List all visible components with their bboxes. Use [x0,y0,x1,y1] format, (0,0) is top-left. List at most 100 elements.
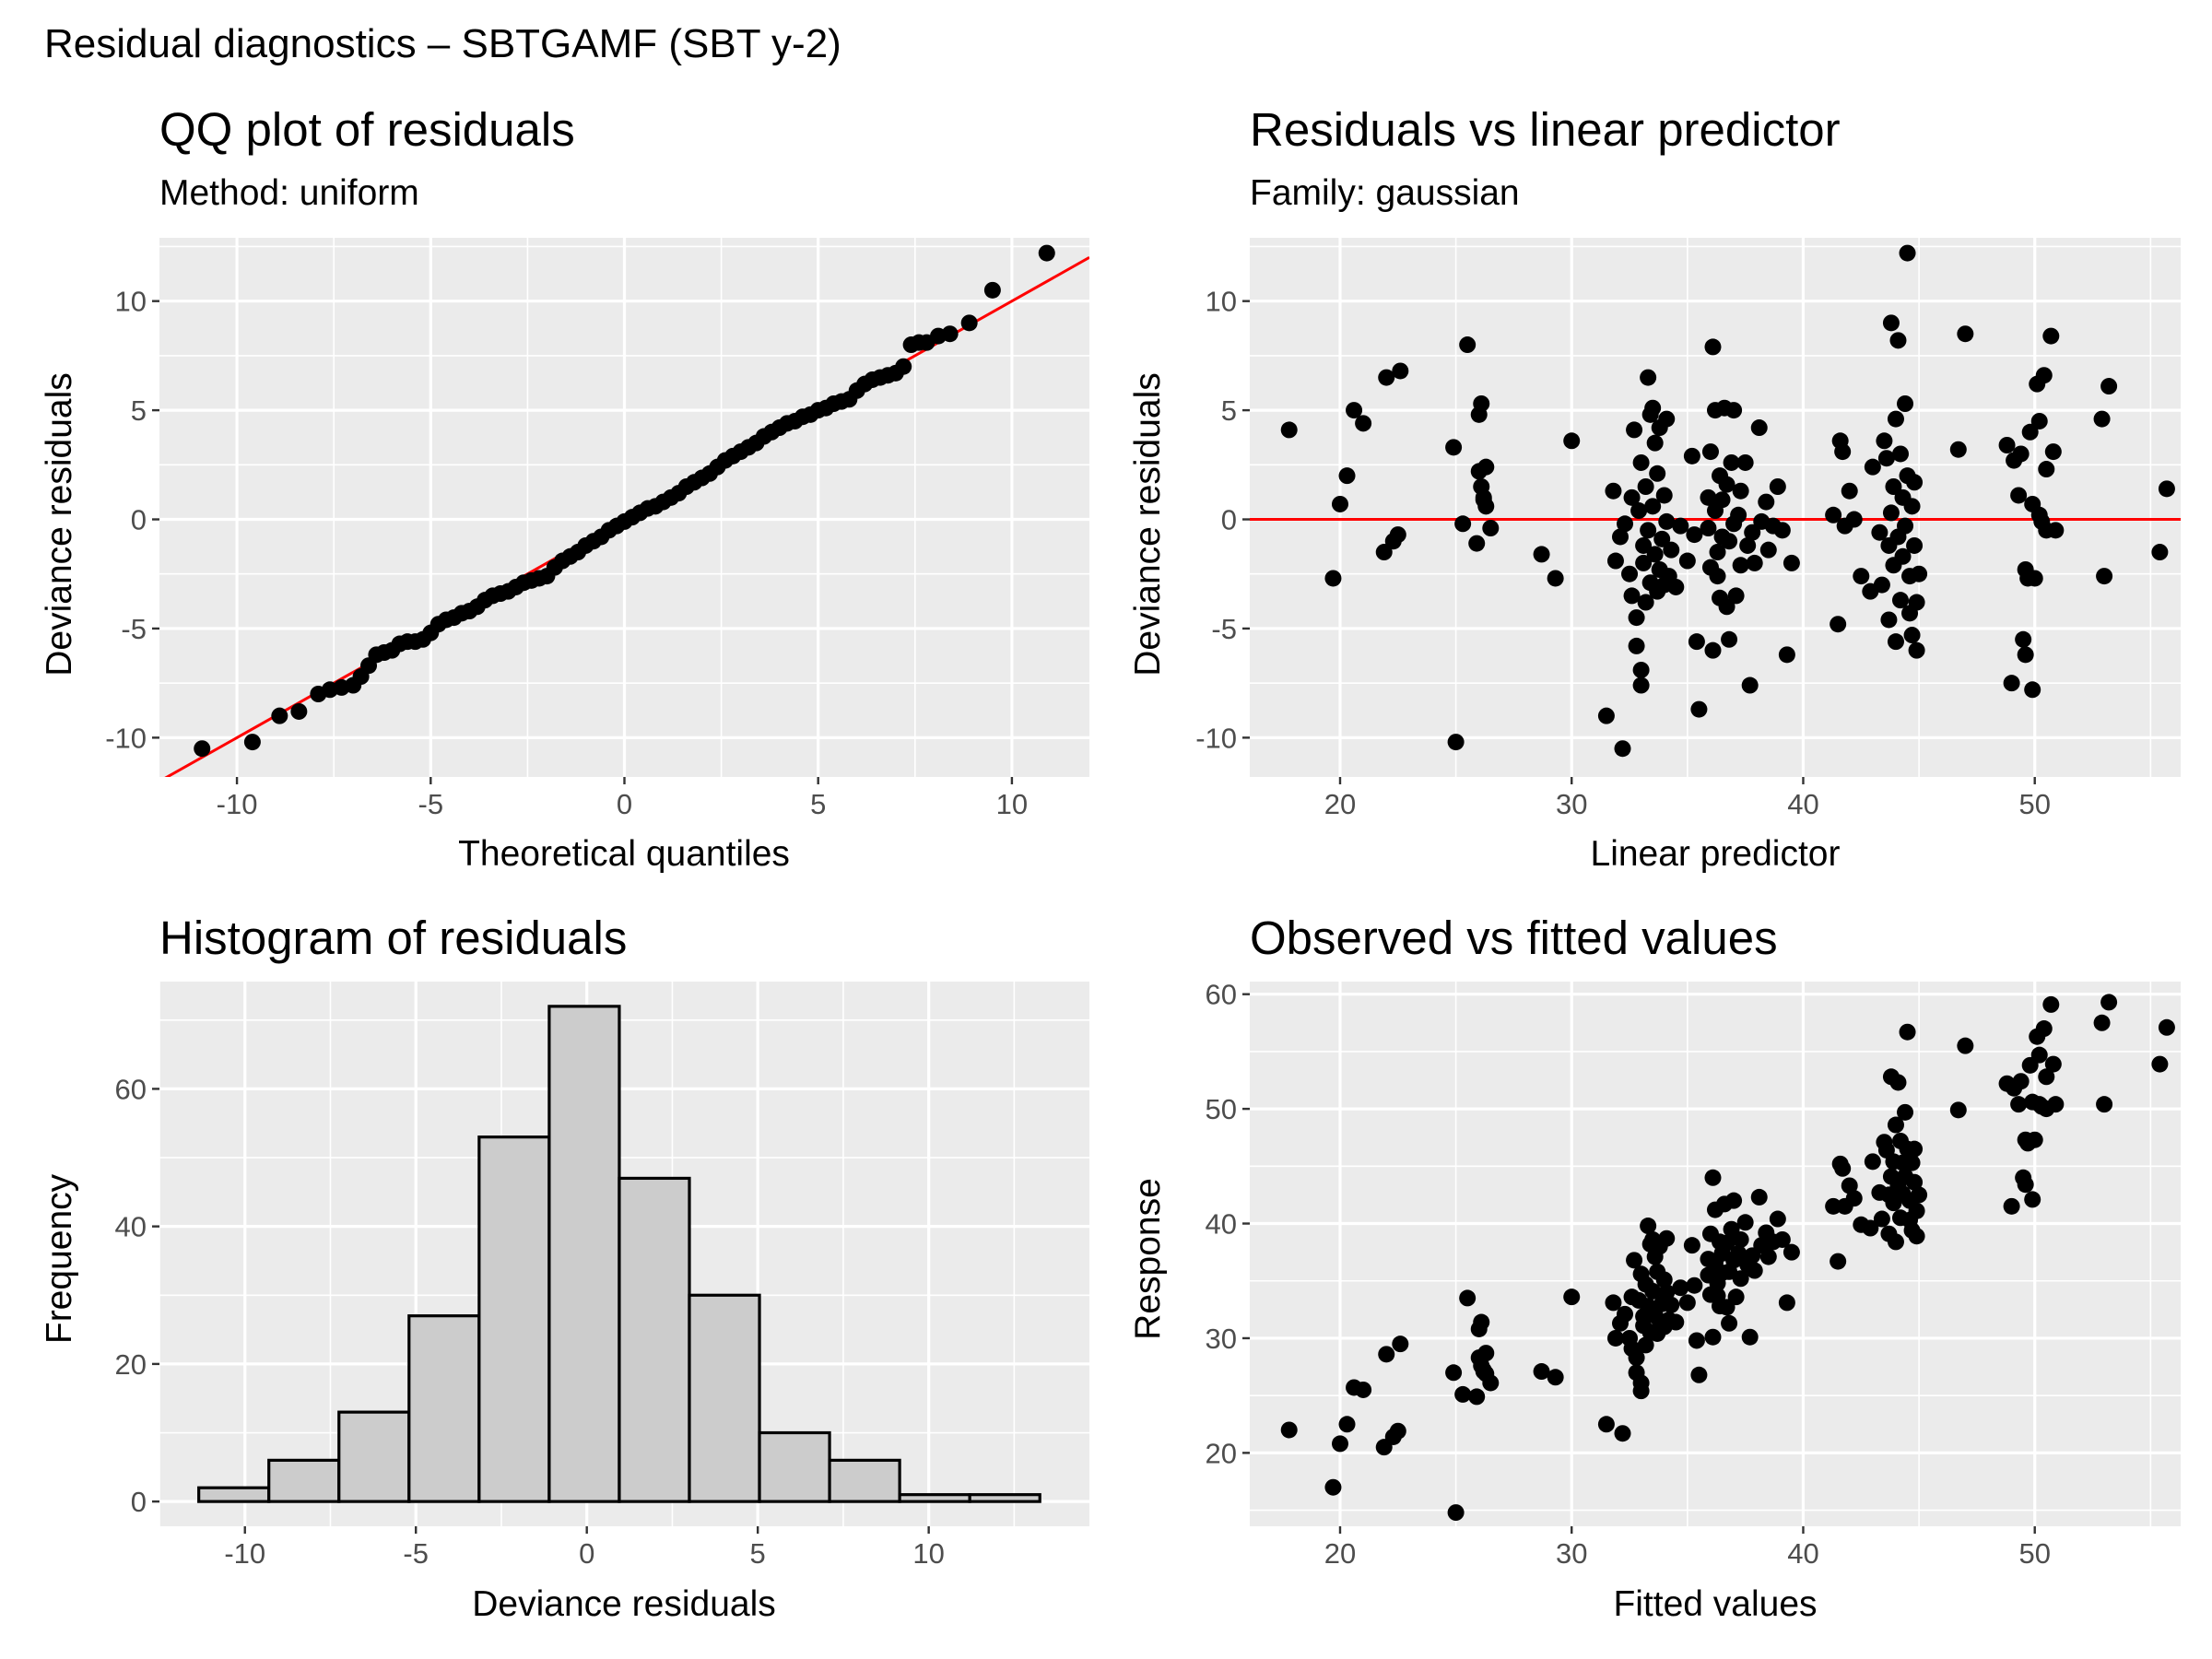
hist-x-tick-label: 0 [579,1537,594,1570]
resid-lp-data-point [1750,419,1768,437]
obs-fit-data-point [1721,1314,1738,1332]
resid-lp-data-point [2035,367,2053,384]
resid-lp-data-point [1949,441,1967,458]
obs-fit-data-point [1690,1366,1708,1383]
obs-fit-data-point [1617,1305,1634,1323]
qq-data-point [243,734,261,751]
obs-fit-data-point [1663,1296,1680,1313]
resid-lp-data-point [1658,512,1676,530]
resid-lp-data-point [1700,520,1717,536]
obs-fit-data-point [1632,1382,1650,1400]
resid-lp-data-point [1769,478,1786,495]
obs-fit-x-tick-label: 40 [1787,1537,1818,1570]
qq-data-point [895,358,912,375]
resid-lp-data-point [1646,434,1664,452]
obs-fit-data-point [1477,1345,1495,1362]
obs-fit-x-tick-label: 30 [1556,1537,1587,1570]
obs-fit-data-point [1655,1271,1673,1288]
histogram-bar [828,1458,901,1503]
resid-lp-data-point [1635,536,1653,554]
obs-fit-data-point [2010,1096,2028,1113]
resid-lp-y-tick-label: 10 [1206,286,1237,318]
histogram-bar [688,1293,761,1503]
resid-lp-data-point [1617,515,1634,533]
resid-lp-data-point [2038,461,2055,478]
obs-fit-data-point [1644,1282,1662,1300]
hist-y-tick-label: 20 [115,1348,147,1381]
obs-fit-data-point [1658,1230,1676,1247]
resid-lp-data-point [2021,423,2039,441]
qq-y-tick-label: 0 [131,504,147,536]
obs-fit-data-point [1783,1243,1800,1261]
obs-fit-data-point [2158,1018,2175,1036]
resid-lp-data-point [1718,476,1735,493]
resid-lp-data-point [1746,554,1763,571]
obs-fit-data-point [1475,1361,1492,1379]
obs-fit-data-point [1686,1277,1703,1294]
resid-lp-data-point [1908,594,1925,611]
resid-lp-data-point [1606,552,1624,570]
resid-lp-data-point [1885,478,1902,495]
resid-lp-data-point [1825,506,1842,524]
resid-lp-data-point [1477,458,1495,476]
resid-lp-data-point [1903,627,1921,644]
qq-x-tick-label: 5 [810,788,826,820]
resid-lp-data-point [2093,410,2111,428]
resid-lp-data-point [1732,482,1749,500]
resid-lp-data-point [1830,616,1847,633]
resid-lp-data-point [1899,244,1916,262]
resid-lp-data-point [1597,707,1615,724]
qq-y-axis-label: Deviance residuals [40,372,79,677]
qq-x-axis-label: Theoretical quantiles [458,834,790,874]
qq-data-point [271,707,288,724]
obs-fit-data-point [1563,1288,1581,1306]
obs-fit-y-tick-label: 60 [1206,979,1237,1011]
obs-fit-data-point [1605,1294,1622,1312]
obs-fit-data-point [1626,1252,1643,1269]
resid-lp-x-tick-label: 40 [1787,788,1818,820]
resid-lp-data-point [1454,515,1472,533]
observed-vs-fitted-title: Observed vs fitted values [1250,912,1778,964]
resid-lp-data-point [1644,498,1662,515]
obs-fit-data-point [2030,1046,2048,1064]
resid-lp-data-point [1877,450,1895,467]
resid-lp-data-point [1690,700,1708,718]
resid-lp-y-tick-label: -5 [1211,613,1237,645]
hist-x-tick-label: 10 [912,1537,944,1570]
obs-fit-data-point [1746,1262,1763,1279]
histogram-bar [898,1493,971,1503]
obs-fit-data-point [1887,1233,1904,1251]
histogram-bar [267,1458,341,1503]
obs-fit-x-tick-label: 50 [2018,1537,2050,1570]
obs-fit-data-point [1834,1159,1852,1177]
resid-lp-data-point [1739,536,1757,554]
obs-fit-data-point [1873,1210,1890,1228]
hist-y-tick-label: 60 [115,1073,147,1105]
obs-fit-data-point [1897,1103,1914,1121]
obs-fit-data-point [1750,1188,1768,1206]
resid-lp-x-tick-label: 20 [1324,788,1356,820]
obs-fit-data-point [1736,1214,1754,1231]
obs-fit-data-point [1862,1219,1879,1237]
obs-fit-data-point [2017,1176,2034,1194]
resid-lp-data-point [1889,332,1907,349]
histogram-bar [477,1135,551,1503]
resid-lp-data-point [1563,432,1581,450]
obs-fit-data-point [1957,1037,1974,1054]
resid-lp-x-tick-label: 50 [2018,788,2050,820]
resid-lp-data-point [2151,544,2169,561]
resid-lp-data-point [1626,421,1643,439]
resid-lp-data-point [1378,369,1395,386]
resid-lp-data-point [1758,493,1775,511]
resid-lp-data-point [2024,681,2041,699]
resid-lp-data-point [1773,522,1791,539]
obs-fit-data-point [2024,1191,2041,1208]
obs-fit-data-point [2038,1068,2055,1086]
histogram-y-axis-label: Frequency [40,1173,79,1344]
resid-lp-data-point [1727,587,1745,605]
resid-lp-data-point [1903,498,1921,515]
resid-lp-data-point [1628,609,1645,627]
obs-fit-data-point [1389,1422,1406,1440]
resid-lp-data-point [1841,482,1858,500]
observed-vs-fitted-panel: Observed vs fitted values Fitted values … [1128,912,2181,1624]
